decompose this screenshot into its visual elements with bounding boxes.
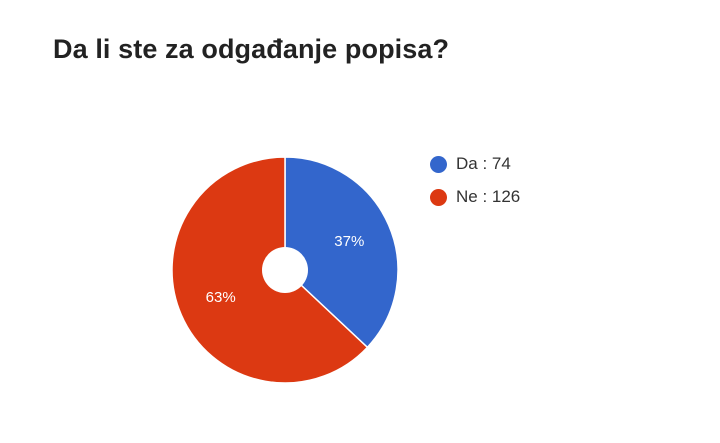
legend-item-ne[interactable]: Ne : 126 [430, 187, 520, 207]
legend-swatch-da [430, 155, 447, 173]
chart-legend: Da : 74 Ne : 126 [430, 154, 520, 220]
legend-label-ne: Ne : 126 [456, 187, 521, 206]
legend-item-da[interactable]: Da : 74 [430, 154, 520, 174]
pie-label-ne: 63% [206, 289, 236, 306]
chart-title: Da li ste za odgađanje popisa? [53, 34, 450, 64]
donut-hole [262, 247, 308, 293]
pie-slice-da[interactable] [284, 156, 399, 349]
legend-label-da: Da : 74 [456, 154, 511, 173]
legend-swatch-ne [430, 188, 447, 206]
pie-label-da: 37% [334, 233, 364, 250]
